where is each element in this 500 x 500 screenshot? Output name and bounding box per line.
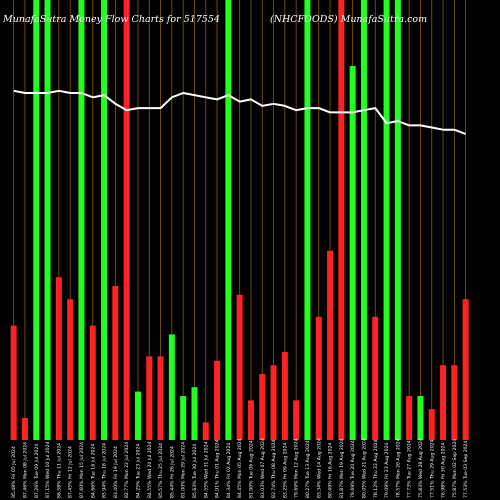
price-line-layer [13, 89, 466, 135]
x-tick-label: 83.74% Thu 08 Aug 2024 [271, 439, 277, 498]
chart-title-right: (NHCFOODS) MunafaSutra.com [270, 14, 427, 25]
x-tick-label: 84.55% Wed 31 Jul 2024 [203, 441, 209, 498]
money-flow-bar [247, 400, 254, 440]
x-tick-label: 77.73% Tue 27 Aug 2024 [407, 440, 413, 498]
x-tick-label: 81.90% Tue 06 Aug 2024 [248, 440, 254, 498]
x-tick-label: 79.09% Fri 23 Aug 2024 [384, 443, 390, 498]
x-tick-label: 84.55% Wed 24 Jul 2024 [147, 441, 153, 498]
x-tick-label: 87.45% Fri 12 Jul 2024 [68, 446, 74, 498]
money-flow-bar [78, 0, 85, 440]
x-tick-label: 84.25% Tue 23 Jul 2024 [135, 444, 141, 498]
money-flow-bar [191, 387, 198, 440]
x-tick-label: 87.26% Tue 09 Jul 2024 [34, 444, 40, 498]
x-tick-label: 87.15% Wed 10 Jul 2024 [45, 441, 51, 498]
x-tick-label: 84.66% Tue 16 Jul 2024 [90, 444, 96, 498]
money-flow-bar [293, 400, 300, 440]
x-tick-label: 75.87% Mon 02 Sep 2024 [452, 439, 458, 498]
money-flow-bar [10, 325, 17, 440]
x-tick-label: 81.87% Mon 19 Aug 2024 [339, 438, 345, 498]
money-flow-bar [349, 66, 356, 440]
money-flow-bar [417, 396, 424, 440]
money-flow-bar [372, 316, 379, 440]
money-flow-bar [406, 396, 413, 440]
x-tick-label: 80.27% Tue 13 Aug 2024 [305, 440, 311, 498]
money-flow-bar [157, 356, 164, 440]
x-tick-label: 87.46% Mon 08 Jul 2024 [22, 442, 28, 498]
x-tick-label: 76.98% Fri 30 Aug 2024 [441, 443, 447, 498]
x-tick-label: 84.91% Thu 01 Aug 2024 [215, 439, 221, 498]
money-flow-bar [55, 277, 62, 440]
x-tick-label: 85.63% Tue 30 Jul 2024 [192, 444, 198, 498]
x-tick-label: 83.03% Wed 07 Aug 2024 [260, 438, 266, 498]
x-tick-label: 83.34% Wed 14 Aug 2024 [316, 438, 322, 498]
money-flow-bar [67, 299, 74, 440]
money-flow-bar [225, 0, 232, 440]
money-flow-bar [44, 0, 51, 440]
money-flow-bar [428, 409, 435, 440]
x-tick-label: 86.58% Thu 11 Jul 2024 [56, 443, 62, 498]
money-flow-bar [236, 294, 243, 440]
x-tick-label: 79.69% Mon 12 Aug 2024 [294, 438, 300, 498]
money-flow-bar [304, 0, 311, 440]
x-tick-label: 78.57% Mon 26 Aug 2024 [395, 438, 401, 498]
money-flow-bar [21, 418, 28, 440]
x-tick-label: 85.57% Thu 25 Jul 2024 [158, 443, 164, 498]
x-tick-label: 87.60% Mon 15 Jul 2024 [79, 442, 85, 498]
money-flow-bar [315, 316, 322, 440]
x-tick-label: 77.53% Tue 03 Sep 2024 [463, 441, 469, 498]
tick-labels: 95.48% Fri 05 Jul 2024 87.46% Mon 08 Jul … [11, 438, 469, 498]
x-tick-label: 80.49% Fri 16 Aug 2024 [328, 443, 334, 498]
money-flow-bar [394, 0, 401, 440]
x-tick-label: 83.40% Fri 19 Jul 2024 [113, 446, 119, 498]
x-tick-label: 85.94% Thu 18 Jul 2024 [102, 443, 108, 498]
price-line [13, 89, 466, 135]
money-flow-bar [180, 396, 187, 440]
x-tick-label: 81.00% Mon 29 Jul 2024 [181, 442, 187, 498]
money-flow-bar [101, 0, 108, 440]
money-flow-bar [123, 0, 130, 440]
money-flow-bar [259, 374, 266, 440]
money-flow-bar [33, 0, 40, 440]
money-flow-bar [451, 365, 458, 440]
x-tick-label: 84.45% Mon 05 Aug 2024 [237, 438, 243, 498]
x-tick-label: 82.77% Mon 22 Jul 2024 [124, 442, 130, 498]
x-tick-label: 80.05% Wed 21 Aug 2024 [361, 438, 367, 498]
x-tick-label: 85.44% Fri 26 Jul 2024 [169, 446, 175, 498]
bars [10, 0, 469, 440]
x-tick-label: 78.12% Thu 22 Aug 2024 [373, 439, 379, 498]
x-tick-label: 77.51% Thu 29 Aug 2024 [429, 439, 435, 498]
x-tick-label: 75.83% Wed 28 Aug 2024 [418, 438, 424, 498]
x-tick-label: 83.25% Fri 09 Aug 2024 [282, 443, 288, 498]
money-flow-bar [214, 360, 221, 440]
x-tick-label: 84.34% Fri 02 Aug 2024 [226, 443, 232, 498]
chart-title-left: MunafaSutra Money Flow Charts for 517554 [2, 14, 220, 25]
money-flow-bar [134, 391, 141, 440]
money-flow-bar [338, 0, 345, 440]
money-flow-bar [112, 286, 119, 440]
money-flow-bar [281, 352, 288, 440]
money-flow-bar [202, 422, 209, 440]
money-flow-bar [462, 299, 469, 440]
money-flow-bar [168, 334, 175, 440]
money-flow-bar [327, 250, 334, 440]
money-flow-bar [270, 365, 277, 440]
money-flow-bar [146, 356, 153, 440]
x-tick-label: 95.48% Fri 05 Jul 2024 [11, 446, 17, 498]
x-tick-label: 79.69% Tue 20 Aug 2024 [350, 440, 356, 498]
money-flow-bar [89, 325, 96, 440]
money-flow-bar [360, 0, 367, 440]
money-flow-bar [383, 0, 390, 440]
money-flow-bar [440, 365, 447, 440]
